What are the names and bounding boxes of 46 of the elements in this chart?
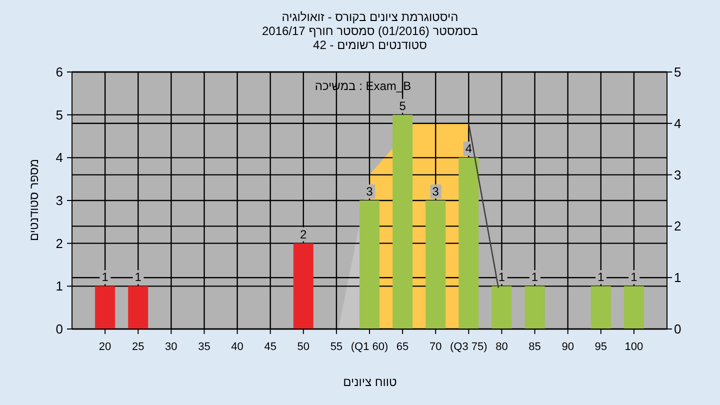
data-label: 1 [531, 270, 538, 284]
x-tick: 65 [396, 341, 409, 353]
y2-tick: 0 [674, 322, 682, 336]
subtitle: בסמסטר (01/2016) סמסטר חורף 2016/17 [262, 24, 478, 38]
y2-tick: 5 [674, 64, 682, 80]
y-tick: 1 [56, 278, 63, 294]
x-tick: 20 [98, 341, 112, 353]
data-label: 2 [300, 227, 307, 242]
x-tick: 50 [297, 341, 310, 353]
data-label: 4 [465, 142, 472, 156]
data-label: 1 [134, 270, 142, 284]
ylabel: מספר סטודנטים [27, 158, 41, 242]
x-tick: 95 [594, 341, 608, 353]
x-tick: 35 [198, 341, 210, 353]
x-tick: 45 [264, 341, 276, 353]
x-tick: 70 [429, 341, 442, 353]
x-tick: 100 [624, 341, 644, 353]
x-tick: 25 [132, 341, 144, 353]
data-label: 1 [598, 270, 604, 284]
data-label: 3 [432, 184, 439, 198]
title: היסטוגרמת ציונים בקורס - זואולוגיה [282, 10, 458, 24]
x-tick: 55 [330, 341, 343, 353]
x-tick: 30 [165, 341, 178, 353]
y-tick: 4 [56, 150, 63, 166]
x-tick: 80 [496, 341, 508, 353]
x-tick: 40 [231, 341, 244, 353]
data-label: 5 [399, 98, 406, 113]
y2-tick: 2 [674, 218, 682, 234]
y-tick: 6 [56, 64, 63, 80]
x-tick: (Q1 60) [350, 341, 388, 353]
y-tick: 5 [56, 107, 63, 122]
y2-tick: 3 [674, 167, 682, 182]
y2-tick: 4 [674, 116, 682, 131]
y2-tick: 1 [674, 270, 682, 286]
data-label: 1 [102, 270, 108, 284]
x-tick: 85 [528, 341, 541, 353]
y-tick: 3 [56, 193, 63, 208]
data-label: 3 [366, 184, 373, 198]
y-tick: 0 [56, 322, 63, 336]
data-label: 1 [630, 270, 638, 284]
xlabel: טווח ציונים [343, 375, 397, 389]
data-label: 1 [498, 270, 506, 284]
annotation: סטודנטים רשומים - 42 [313, 38, 427, 52]
y-tick: 2 [56, 236, 63, 251]
x-tick: 90 [562, 341, 574, 353]
x-tick: (Q3 75) [450, 341, 488, 353]
